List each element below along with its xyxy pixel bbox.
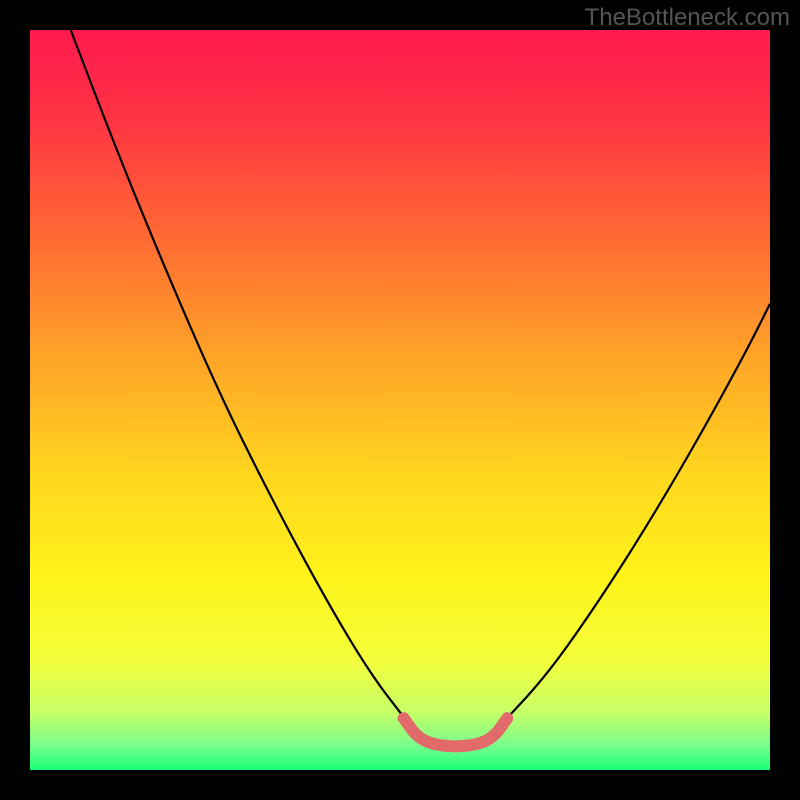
chart-svg: [0, 0, 800, 800]
watermark-text: TheBottleneck.com: [585, 4, 790, 32]
bottleneck-chart: TheBottleneck.com: [0, 0, 800, 800]
plot-background: [30, 30, 770, 770]
